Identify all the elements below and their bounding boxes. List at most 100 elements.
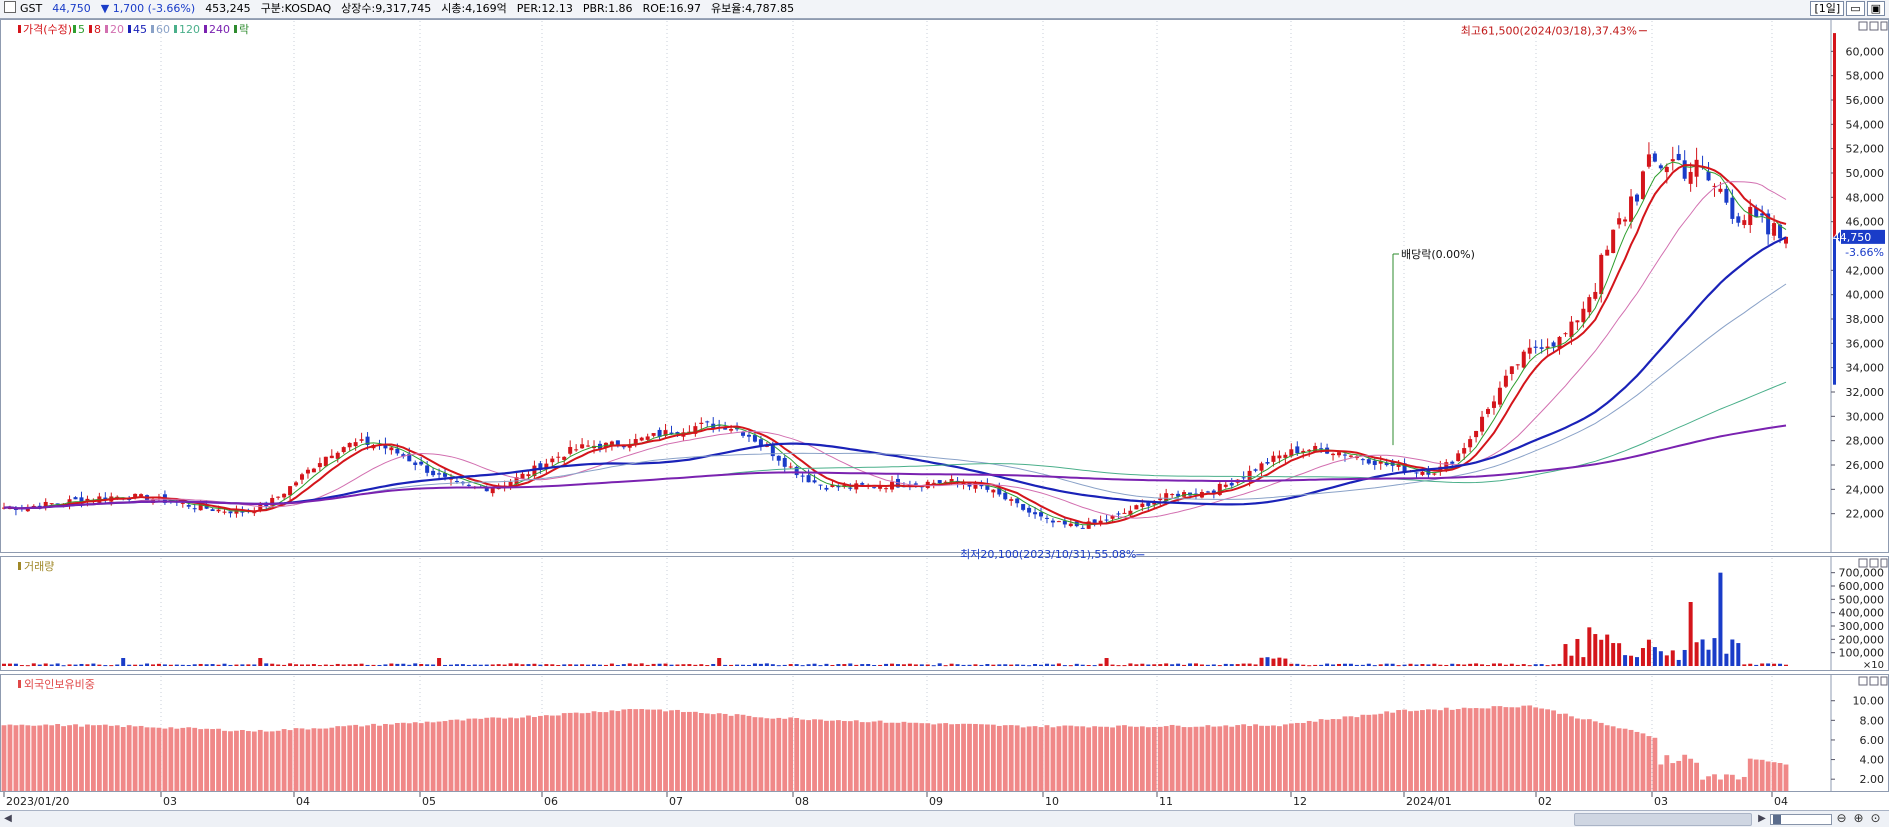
- zoom-out-icon[interactable]: ⊖: [1836, 811, 1847, 825]
- volume-bar: [1372, 665, 1377, 667]
- period-button[interactable]: [1일]: [1810, 1, 1845, 16]
- candle-body: [1629, 196, 1634, 222]
- candle-body: [544, 463, 549, 470]
- volume-bar: [365, 664, 370, 666]
- volume-bar: [1152, 664, 1157, 666]
- volume-bar: [693, 664, 698, 666]
- zoom-in-icon[interactable]: ⊕: [1853, 811, 1864, 825]
- current-price-arrow-icon: [1835, 231, 1840, 242]
- scroll-thumb[interactable]: [1574, 813, 1752, 826]
- volume-bar: [1468, 663, 1473, 666]
- zoom-slider-knob[interactable]: [1773, 815, 1781, 824]
- foreign-ratio-bar: [1628, 729, 1634, 791]
- foreign-ratio-bar: [1706, 776, 1711, 791]
- foreign-ratio-bar: [1688, 758, 1694, 791]
- volume-tick-label: 300,000: [1839, 620, 1885, 633]
- candle-body: [186, 505, 191, 507]
- pane-maximize-icon: [1869, 676, 1879, 686]
- x-tick-label: 06: [544, 795, 558, 808]
- legend-label: 8: [94, 23, 101, 36]
- candle-body: [103, 497, 108, 500]
- scroll-left-arrow-icon[interactable]: ◀: [4, 813, 12, 824]
- candle-body: [645, 436, 650, 440]
- volume-bar: [1342, 663, 1347, 666]
- select-checkbox[interactable]: [4, 1, 16, 13]
- foreign-ratio-bar: [1098, 726, 1104, 791]
- candle-body: [311, 468, 316, 473]
- volume-bar: [1414, 664, 1419, 666]
- volume-bar: [597, 664, 602, 666]
- foreign-ratio-bar: [204, 728, 210, 791]
- foreign-ratio-bar: [1783, 764, 1789, 791]
- x-tick-label: 04: [296, 795, 310, 808]
- stock-chart[interactable]: 60,000 58,000 56,000 54,000 52,000 50,000 48,0…: [0, 19, 1889, 809]
- x-tick-label: 07: [669, 795, 683, 808]
- volume-bar: [1688, 602, 1693, 666]
- foreign-ratio-bar: [43, 724, 49, 791]
- legend-label: 45: [133, 23, 147, 36]
- volume-bar: [532, 663, 537, 666]
- volume-bar: [377, 664, 382, 666]
- candle-body: [1694, 159, 1699, 177]
- foreign-ratio-bar: [1282, 724, 1288, 791]
- foreign-ratio-bar: [37, 725, 43, 791]
- foreign-ratio-bar: [1670, 763, 1676, 791]
- foreign-ratio-bar: [1128, 726, 1133, 791]
- foreign-ratio-bar: [883, 722, 889, 791]
- foreign-ratio-bar: [79, 726, 84, 791]
- candle-body: [1706, 171, 1711, 181]
- chart-scrollbar[interactable]: ◀ ▶ ⊖ ⊕ ⊙: [0, 810, 1889, 827]
- foreign-ratio-bar: [1539, 708, 1545, 791]
- candle-body: [1170, 494, 1175, 496]
- market-cap: 시총:4,169억: [441, 2, 507, 15]
- foreign-ratio-bar: [1765, 761, 1771, 791]
- volume-bar: [1301, 664, 1306, 666]
- candle-body: [1766, 213, 1771, 235]
- foreign-ratio-bar: [228, 731, 233, 791]
- candle-body: [1474, 430, 1479, 438]
- volume-bar: [752, 663, 757, 666]
- volume-bar: [419, 663, 424, 666]
- zoom-reset-icon[interactable]: ⊙: [1870, 811, 1881, 825]
- market-type: 구분:KOSDAQ: [260, 2, 332, 15]
- volume-bar: [806, 664, 811, 666]
- foreign-ratio-bar: [1241, 724, 1247, 791]
- volume-bar: [1056, 663, 1061, 666]
- foreign-ratio-bar: [1092, 726, 1098, 791]
- volume-bar: [1533, 664, 1538, 666]
- volume-bar: [1778, 663, 1783, 666]
- volume-bar: [1426, 664, 1431, 666]
- candle-body: [741, 431, 746, 436]
- volume-bar: [1486, 665, 1491, 667]
- maximize-button[interactable]: ▣: [1866, 1, 1885, 16]
- minimize-button[interactable]: ▭: [1846, 1, 1865, 16]
- volume-bar: [133, 664, 138, 666]
- scroll-right-arrow-icon[interactable]: ▶: [1758, 813, 1766, 824]
- candle-body: [270, 497, 275, 506]
- volume-bar: [967, 664, 972, 666]
- foreign-ratio-bar: [1366, 714, 1372, 791]
- volume-bar: [252, 664, 257, 666]
- candle-body: [490, 488, 495, 494]
- zoom-slider[interactable]: [1770, 814, 1832, 825]
- volume-bar: [139, 664, 144, 666]
- current-change-label: -3.66%: [1845, 246, 1884, 259]
- foreign-ratio-bar: [937, 723, 943, 791]
- volume-bar: [264, 663, 269, 666]
- volume-bar: [288, 663, 293, 666]
- foreign-ratio-bar: [645, 709, 651, 791]
- foreign-ratio-bar: [1616, 728, 1622, 791]
- candle-body: [31, 505, 36, 508]
- foreign-ratio-bar: [251, 731, 257, 791]
- foreign-ratio-bars: [1, 705, 1789, 791]
- x-tick-label: 11: [1159, 795, 1173, 808]
- volume-bar: [1545, 665, 1550, 667]
- volume-bar: [675, 664, 680, 666]
- foreign-ratio-bar: [1527, 705, 1533, 791]
- volume-legend-swatch: [18, 562, 21, 570]
- volume-bar: [1295, 663, 1300, 666]
- volume-bar: [1503, 664, 1508, 666]
- volume-bar: [347, 664, 352, 666]
- volume-bar: [1724, 653, 1729, 666]
- candle-body: [299, 474, 304, 480]
